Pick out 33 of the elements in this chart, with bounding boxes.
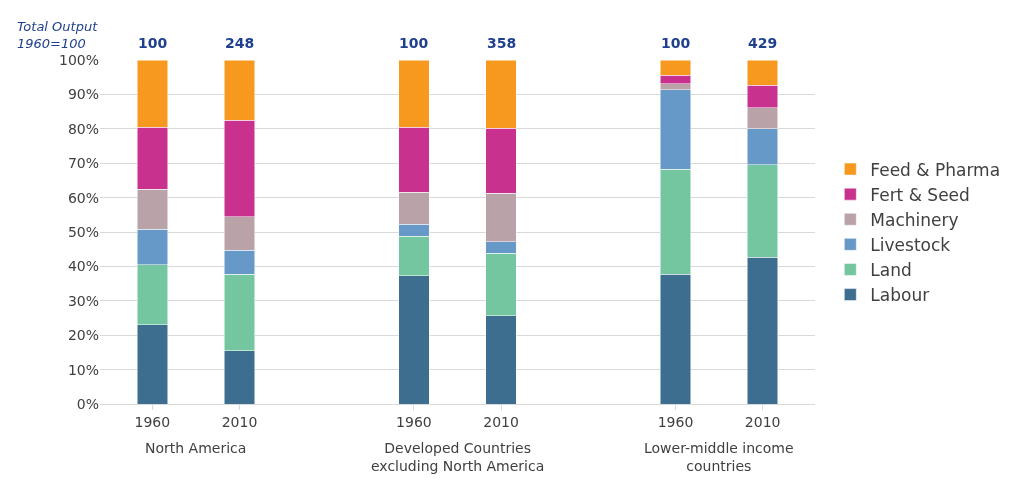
- y-tick-label: 50%: [67, 223, 99, 240]
- legend-label: Livestock: [870, 234, 951, 255]
- text: 429: [748, 35, 778, 51]
- legend-label: Land: [870, 260, 912, 281]
- y-tick-label: 100%: [58, 51, 99, 68]
- text: 100: [399, 35, 429, 51]
- x-tick-label: 2010: [221, 413, 258, 430]
- legend-label: Machinery: [870, 209, 959, 230]
- text: 248: [225, 35, 255, 51]
- y-tick-label: 70%: [67, 155, 99, 172]
- x-tick-label: 1960: [134, 413, 171, 430]
- legend-label: Fert & Seed: [870, 184, 970, 205]
- y-tick-label: 60%: [67, 189, 99, 206]
- x-tick-label: 1960: [657, 413, 694, 430]
- y-tick-label: 80%: [67, 120, 99, 137]
- x-tick-label: 2010: [483, 413, 519, 430]
- text: 100: [661, 35, 691, 51]
- y-tick-label: 10%: [67, 361, 99, 378]
- text: Total Output 1960=100: [17, 19, 99, 51]
- text: 100: [138, 35, 168, 51]
- x-tick-label: 2010: [744, 413, 781, 430]
- legend-label: Labour: [870, 285, 930, 306]
- y-tick-label: 40%: [67, 258, 99, 275]
- text: 358: [487, 35, 517, 51]
- y-tick-label: 20%: [67, 327, 99, 344]
- text: Developed Countries excluding North America: [371, 440, 545, 475]
- legend-label: Feed & Pharma: [870, 159, 1001, 180]
- y-tick-label: 0%: [76, 395, 99, 412]
- text: North America: [145, 440, 247, 456]
- y-tick-label: 30%: [67, 292, 99, 309]
- text: Lower-middle income countries: [644, 440, 794, 475]
- x-tick-label: 1960: [396, 413, 432, 430]
- y-tick-label: 90%: [67, 86, 99, 103]
